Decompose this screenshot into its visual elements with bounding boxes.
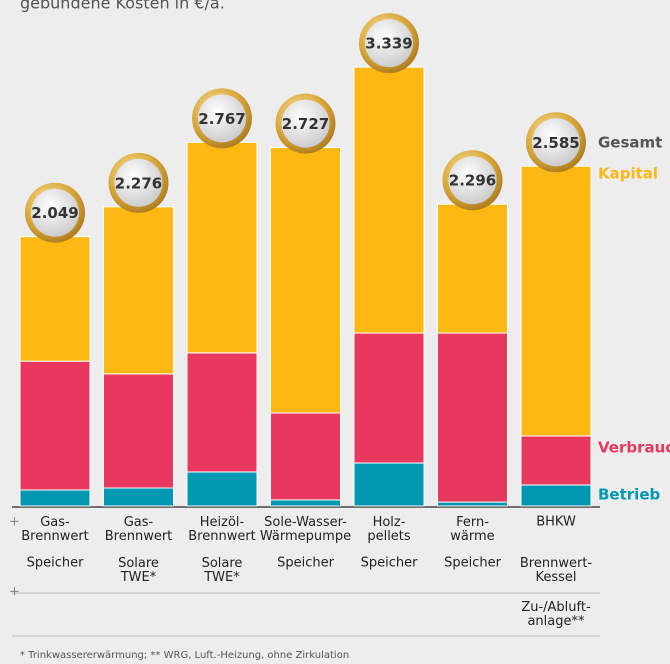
total-label: 2.049: [31, 204, 78, 222]
bar-segment: [520, 484, 592, 507]
coin-face: [448, 156, 497, 205]
x-tick-label-row2: Speicher: [277, 556, 334, 571]
row-marker: +: [9, 515, 20, 530]
x-tick-label: Holz-pellets: [367, 515, 411, 544]
bar-segment: [19, 489, 91, 507]
x-tick-label: BHKW: [536, 515, 576, 530]
bar-segment: [270, 412, 341, 501]
total-label: 2.727: [282, 115, 329, 133]
legend-entry: Betrieb: [598, 486, 660, 504]
x-tick-label-row2: Brennwert-Kessel: [520, 556, 593, 585]
bar-segment: [520, 165, 592, 437]
x-tick-label-row2: Speicher: [444, 556, 501, 571]
legend-entry: Verbrauch: [598, 439, 670, 457]
bar-segment: [270, 499, 341, 507]
legend-entry: Gesamt: [598, 134, 662, 152]
x-tick-label: Gas-Brennwert: [105, 515, 173, 544]
legend-entry: Kapital: [598, 165, 658, 183]
x-tick-label-row2: Solare TWE*: [202, 556, 243, 585]
row-marker: +: [9, 585, 20, 600]
x-tick-label-row2: Speicher: [27, 556, 84, 571]
total-label: 3.339: [365, 35, 412, 53]
x-tick-label: Fern-wärme: [450, 515, 494, 544]
footnote: * Trinkwassererwärmung; ** WRG, Luft.-He…: [20, 650, 349, 661]
bar-segment: [437, 332, 508, 503]
total-label: 2.585: [532, 134, 579, 152]
bar-segment: [520, 435, 592, 486]
total-label: 2.767: [198, 110, 245, 128]
coin-face: [365, 19, 413, 68]
total-label: 2.296: [449, 172, 496, 190]
coin-face: [281, 99, 330, 148]
chart-title: gebundene Kosten in €/a.: [20, 0, 225, 13]
coin-face: [532, 118, 580, 167]
coin-face: [114, 158, 163, 207]
bar-segment: [353, 66, 425, 334]
bar-segment: [186, 352, 258, 473]
x-tick-label: Heizöl-Brennwert: [188, 515, 256, 544]
bar-segment: [353, 462, 425, 507]
bar-segment: [186, 471, 258, 507]
bar-segment: [19, 236, 91, 362]
x-tick-label-row3: Zu-/Abluft-anlage**: [521, 600, 591, 629]
bar-segment: [103, 373, 174, 489]
coin-face: [31, 188, 79, 237]
bar-segment: [270, 147, 341, 414]
bar-segment: [437, 501, 508, 507]
bar-segment: [437, 203, 508, 334]
bar-segment: [103, 487, 174, 507]
x-tick-label: Sole-Wasser-Wärmepumpe: [260, 515, 351, 544]
x-tick-label-row2: Speicher: [361, 556, 418, 571]
x-tick-label: Gas-Brennwert: [21, 515, 89, 544]
bar-segment: [186, 141, 258, 354]
coin-face: [198, 94, 246, 143]
bar-segment: [353, 332, 425, 464]
bar-segment: [19, 360, 91, 491]
total-label: 2.276: [115, 174, 162, 192]
x-tick-label-row2: Solare TWE*: [118, 556, 159, 585]
bar-segment: [103, 206, 174, 375]
